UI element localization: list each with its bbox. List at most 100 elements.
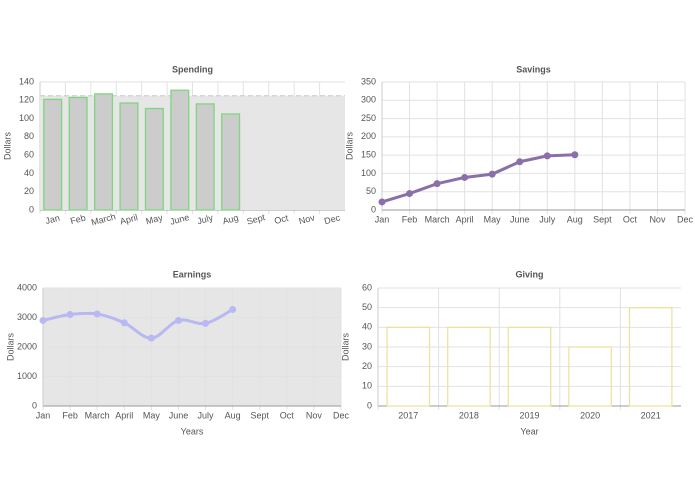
point [174, 316, 182, 324]
bar [119, 102, 139, 211]
x-tick-label: July [539, 214, 556, 224]
y-axis-label: Dollars [344, 132, 354, 161]
line [381, 153, 575, 204]
bar [43, 98, 63, 211]
y-tick-label: 100 [19, 113, 34, 123]
x-tick-label: Aug [225, 410, 241, 420]
x-tick-label: Nov [298, 212, 317, 226]
chart-title: Earnings [173, 269, 212, 279]
x-tick-label: Jan [375, 214, 390, 224]
y-tick-label: 40 [24, 168, 34, 178]
y-tick-label: 350 [361, 76, 376, 86]
bar [195, 103, 215, 211]
chart-title: Giving [515, 269, 543, 279]
y-tick-label: 20 [362, 361, 372, 371]
x-tick-label: Sept [250, 410, 269, 420]
bar [628, 307, 673, 407]
y-tick-label: 80 [24, 131, 34, 141]
bar [386, 326, 431, 407]
y-tick-label: 10 [362, 381, 372, 391]
y-tick-label: 0 [29, 204, 34, 214]
x-tick-label: Dec [323, 212, 342, 226]
chart-title: Spending [172, 64, 213, 74]
x-tick-label: Sept [593, 214, 612, 224]
x-tick-label: March [85, 410, 110, 420]
point [66, 311, 74, 319]
y-tick-label: 100 [361, 168, 376, 178]
bar [221, 113, 241, 211]
x-tick-label: May [145, 212, 164, 226]
y-tick-label: 0 [371, 204, 376, 214]
bar [568, 346, 612, 407]
bar [93, 93, 114, 211]
chart-title: Savings [516, 64, 551, 74]
x-tick-label: June [510, 214, 530, 224]
x-tick-label: 2017 [398, 410, 418, 420]
y-axis-label: Dollars [2, 132, 12, 161]
x-tick-label: Feb [62, 410, 78, 420]
x-tick-label: Dec [333, 410, 350, 420]
point [516, 158, 524, 166]
y-tick-label: 40 [362, 322, 372, 332]
area [40, 95, 345, 210]
x-tick-label: May [484, 214, 502, 224]
x-tick-label: 2021 [641, 410, 661, 420]
x-tick-label: Nov [306, 410, 323, 420]
bar [68, 96, 88, 211]
x-tick-label: Jan [44, 213, 61, 226]
x-tick-label: Oct [280, 410, 295, 420]
x-tick-label: July [198, 410, 215, 420]
x-tick-label: Aug [567, 214, 583, 224]
bar [507, 326, 552, 407]
x-tick-label: March [425, 214, 450, 224]
x-tick-label: June [169, 212, 190, 227]
y-tick-label: 300 [361, 95, 376, 105]
point [229, 306, 237, 314]
y-tick-label: 2000 [17, 341, 37, 351]
x-tick-label: May [143, 410, 161, 420]
point [147, 334, 155, 342]
point [571, 151, 579, 159]
point [120, 319, 128, 327]
y-tick-label: 200 [361, 131, 376, 141]
y-tick-label: 30 [362, 341, 372, 351]
point [39, 316, 47, 324]
x-tick-label: July [196, 212, 215, 226]
point [543, 152, 551, 160]
x-tick-label: April [119, 212, 139, 226]
x-tick-label: Aug [221, 212, 239, 226]
y-tick-label: 60 [24, 150, 34, 160]
x-tick-label: Oct [623, 214, 638, 224]
y-tick-label: 120 [19, 95, 34, 105]
x-tick-label: Jan [36, 410, 51, 420]
y-tick-label: 1000 [17, 371, 37, 381]
x-tick-label: March [90, 211, 117, 227]
point [461, 173, 469, 181]
point [406, 190, 414, 198]
point [202, 319, 210, 327]
y-tick-label: 60 [362, 282, 372, 292]
y-tick-label: 140 [19, 76, 34, 86]
x-tick-label: Sept [246, 212, 267, 227]
y-tick-label: 0 [32, 400, 37, 410]
bar [447, 326, 491, 407]
y-tick-label: 50 [362, 302, 372, 312]
bar [144, 107, 164, 211]
point [378, 198, 386, 206]
y-tick-label: 150 [361, 150, 376, 160]
y-tick-label: 20 [24, 186, 34, 196]
x-tick-label: April [456, 214, 474, 224]
y-tick-label: 4000 [17, 282, 37, 292]
point [433, 180, 441, 188]
y-tick-label: 3000 [17, 312, 37, 322]
y-tick-label: 0 [367, 400, 372, 410]
y-axis-label: Dollars [5, 333, 15, 362]
point [93, 310, 101, 318]
point [488, 170, 496, 178]
x-tick-label: Oct [273, 213, 290, 226]
x-axis-label: Year [520, 426, 538, 436]
x-tick-label: April [115, 410, 133, 420]
bar [170, 89, 190, 211]
x-tick-label: 2018 [459, 410, 479, 420]
